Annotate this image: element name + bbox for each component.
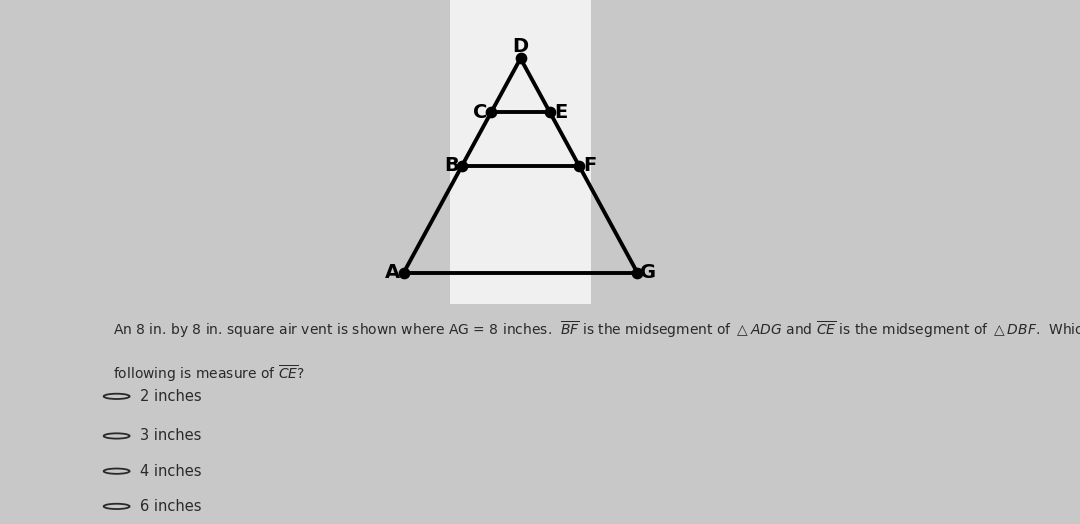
Text: G: G (640, 263, 657, 282)
Point (454, 161, 471, 170)
Text: B: B (444, 156, 459, 175)
Point (570, 161, 588, 170)
Point (483, 108, 500, 116)
Point (629, 269, 646, 277)
Text: 6 inches: 6 inches (140, 499, 202, 514)
Text: D: D (512, 37, 528, 56)
Point (541, 108, 558, 116)
Text: F: F (583, 156, 596, 175)
FancyBboxPatch shape (450, 0, 591, 312)
Text: C: C (473, 103, 487, 122)
Text: E: E (554, 103, 567, 122)
Point (395, 269, 413, 277)
Text: 3 inches: 3 inches (140, 429, 202, 443)
Text: An 8 in. by 8 in. square air vent is shown where AG = 8 inches.  $\overline{BF}$: An 8 in. by 8 in. square air vent is sho… (113, 319, 1080, 340)
Text: A: A (386, 263, 401, 282)
Text: 2 inches: 2 inches (140, 389, 202, 404)
Point (512, 54, 529, 63)
Text: following is measure of $\overline{CE}$?: following is measure of $\overline{CE}$? (113, 363, 306, 384)
Text: 4 inches: 4 inches (140, 464, 202, 479)
